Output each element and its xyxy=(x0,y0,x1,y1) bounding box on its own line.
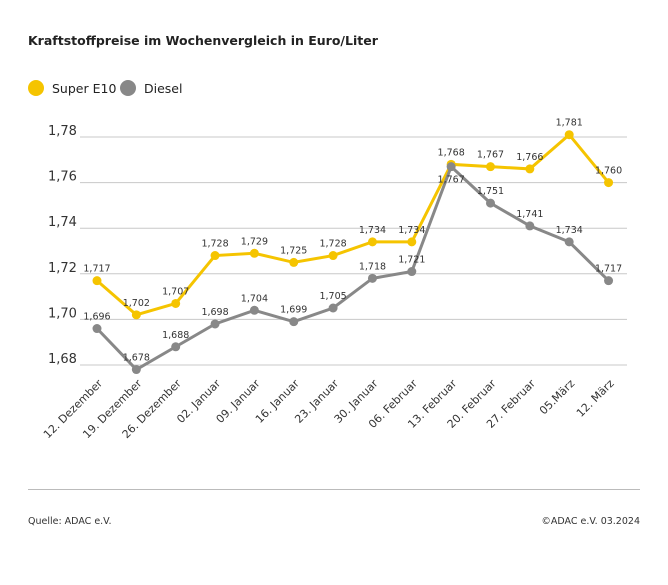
data-label: 1,698 xyxy=(201,307,228,318)
data-point xyxy=(367,273,377,283)
data-label: 1,760 xyxy=(595,166,622,177)
data-label: 1,767 xyxy=(477,150,504,161)
legend-dot-diesel xyxy=(120,80,136,96)
series-line-e10 xyxy=(96,132,610,317)
data-label: 1,717 xyxy=(83,264,110,275)
y-tick-label: 1,72 xyxy=(48,261,77,276)
data-point xyxy=(407,267,417,277)
data-point xyxy=(604,178,614,188)
data-label: 1,734 xyxy=(556,225,583,236)
series-line-diesel xyxy=(95,164,610,372)
data-label: 1,721 xyxy=(398,255,425,266)
y-tick-label: 1,78 xyxy=(48,124,77,139)
footer-divider xyxy=(28,489,640,490)
data-point xyxy=(210,251,220,261)
data-label: 1,699 xyxy=(280,305,307,316)
data-label: 1,678 xyxy=(123,353,150,364)
data-point xyxy=(486,162,495,172)
legend-label-e10: Super E10 xyxy=(52,80,117,96)
y-tick-label: 1,70 xyxy=(48,306,77,321)
data-point xyxy=(171,342,181,352)
data-label: 1,704 xyxy=(241,293,268,304)
data-point xyxy=(249,305,259,315)
data-label: 1,767 xyxy=(438,175,465,186)
data-point xyxy=(525,164,535,174)
data-point xyxy=(486,198,495,208)
x-tick-label: 12. März xyxy=(574,377,617,420)
data-point xyxy=(131,310,141,320)
data-label: 1,718 xyxy=(359,261,386,272)
data-label: 1,766 xyxy=(516,152,543,163)
data-point xyxy=(289,257,299,267)
data-point xyxy=(131,365,141,375)
data-label: 1,734 xyxy=(359,225,386,236)
data-point xyxy=(289,317,299,327)
data-label: 1,728 xyxy=(319,239,346,250)
data-point xyxy=(210,319,220,329)
y-tick-label: 1,76 xyxy=(48,170,77,185)
legend-item-diesel: Diesel xyxy=(120,80,182,96)
data-point xyxy=(407,237,417,247)
data-label: 1,728 xyxy=(201,239,228,250)
legend-item-e10: Super E10 xyxy=(28,80,116,96)
data-point xyxy=(564,130,574,140)
y-tick-label: 1,74 xyxy=(48,215,77,230)
data-label: 1,705 xyxy=(319,291,346,302)
legend-dot-e10 xyxy=(28,80,44,96)
data-point xyxy=(525,221,535,231)
data-label: 1,751 xyxy=(477,186,504,197)
x-tick-label: 05.März xyxy=(537,377,577,417)
data-point xyxy=(564,237,574,247)
data-label: 1,768 xyxy=(438,147,465,158)
data-point xyxy=(92,276,102,286)
data-point xyxy=(604,276,614,286)
data-label: 1,696 xyxy=(83,312,110,323)
source-text: Quelle: ADAC e.V. xyxy=(28,516,112,527)
data-point xyxy=(249,248,259,258)
data-point xyxy=(367,237,377,247)
data-label: 1,702 xyxy=(123,298,150,309)
chart-title: Kraftstoffpreise im Wochenvergleich in E… xyxy=(28,33,378,48)
data-label: 1,781 xyxy=(556,118,583,129)
data-label: 1,725 xyxy=(280,245,307,256)
data-label: 1,734 xyxy=(398,225,425,236)
data-point xyxy=(328,251,338,261)
data-point xyxy=(328,303,338,313)
data-point xyxy=(92,324,102,334)
copyright-text: ©ADAC e.V. 03.2024 xyxy=(541,516,640,527)
data-label: 1,688 xyxy=(162,330,189,341)
data-label: 1,717 xyxy=(595,264,622,275)
legend-label-diesel: Diesel xyxy=(144,80,183,96)
y-tick-label: 1,68 xyxy=(48,352,77,367)
data-label: 1,707 xyxy=(162,286,189,297)
data-point xyxy=(171,298,181,308)
data-label: 1,729 xyxy=(241,236,268,247)
data-point xyxy=(446,162,456,172)
data-label: 1,741 xyxy=(516,209,543,220)
